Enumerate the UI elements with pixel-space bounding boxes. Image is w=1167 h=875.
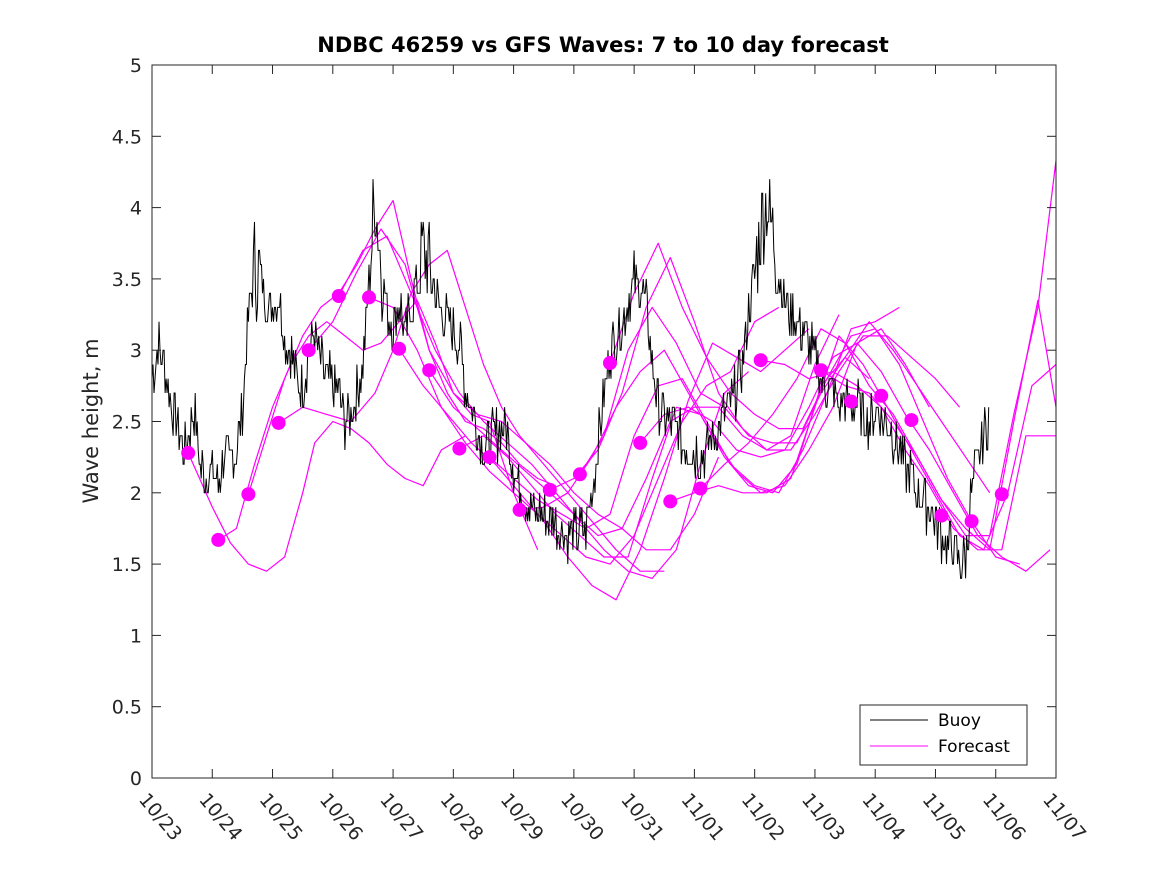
y-tick-label: 4.5 <box>112 126 142 148</box>
forecast-marker-point <box>181 445 196 460</box>
legend-forecast-label: Forecast <box>938 737 1010 757</box>
legend-box <box>859 704 1028 766</box>
forecast-marker-point <box>994 487 1009 502</box>
forecast-run-line <box>820 160 1057 537</box>
y-tick-label: 0.5 <box>112 697 142 719</box>
y-tick-label: 3.5 <box>112 269 142 291</box>
forecast-run-line <box>308 228 720 551</box>
chart-title: NDBC 46259 vs GFS Waves: 7 to 10 day for… <box>317 33 888 57</box>
forecast-marker-point <box>542 482 557 497</box>
y-tick-label: 4 <box>130 198 142 220</box>
y-axis-label: Wave height, m <box>79 338 103 503</box>
plot-background <box>152 65 1056 778</box>
forecast-marker-point <box>271 415 286 430</box>
forecast-marker-point <box>392 341 407 356</box>
forecast-markers <box>181 289 1009 547</box>
forecast-marker-point <box>362 290 376 305</box>
forecast-marker-point <box>874 388 889 403</box>
y-tick-label: 5 <box>130 55 142 77</box>
y-tick-label: 2 <box>130 483 142 505</box>
y-tick-label: 1.5 <box>112 554 142 576</box>
forecast-marker-point <box>603 356 617 370</box>
forecast-marker-point <box>512 502 527 517</box>
forecast-run-line <box>217 299 539 551</box>
forecast-marker-point <box>633 435 648 450</box>
forecast-run-line <box>549 256 961 491</box>
legend: Buoy Forecast <box>859 704 1028 766</box>
forecast-run-line <box>247 199 557 495</box>
forecast-marker-point <box>301 343 316 358</box>
y-axis-ticks: 0 0.5 1 1.5 2 2.5 3 3.5 4 4.5 5 <box>112 55 1056 790</box>
y-tick-label: 2.5 <box>112 412 142 434</box>
forecast-run-line <box>639 342 1051 572</box>
forecast-run-line <box>489 306 900 530</box>
forecast-marker-point <box>331 289 346 303</box>
forecast-run-line <box>368 296 780 565</box>
legend-buoy-label: Buoy <box>938 711 981 731</box>
forecast-marker-point <box>572 467 587 482</box>
forecast-marker-point <box>964 514 979 529</box>
forecast-run-line <box>398 328 810 601</box>
forecast-marker-point <box>241 487 256 502</box>
forecast-marker-point <box>663 494 678 509</box>
y-tick-label: 0 <box>130 768 142 790</box>
forecast-run-line <box>187 420 466 572</box>
forecast-run-line <box>670 335 1057 551</box>
forecast-run-line <box>519 328 930 511</box>
forecast-marker-point <box>904 413 919 428</box>
forecast-marker-point <box>693 481 708 496</box>
forecast-run-line <box>338 235 749 580</box>
forecast-run-line <box>609 242 1020 565</box>
forecast-run-line <box>459 356 870 558</box>
forecast-marker-point <box>211 532 226 547</box>
forecast-marker-point <box>482 450 497 465</box>
y-tick-label: 1 <box>130 625 142 647</box>
forecast-marker-point <box>753 353 768 368</box>
forecast-marker-point <box>422 363 437 378</box>
forecast-marker-point <box>934 508 949 523</box>
forecast-marker-point <box>814 363 828 378</box>
forecast-marker-point <box>844 394 859 409</box>
forecast-marker-point <box>452 441 467 456</box>
y-tick-label: 3 <box>130 340 142 362</box>
